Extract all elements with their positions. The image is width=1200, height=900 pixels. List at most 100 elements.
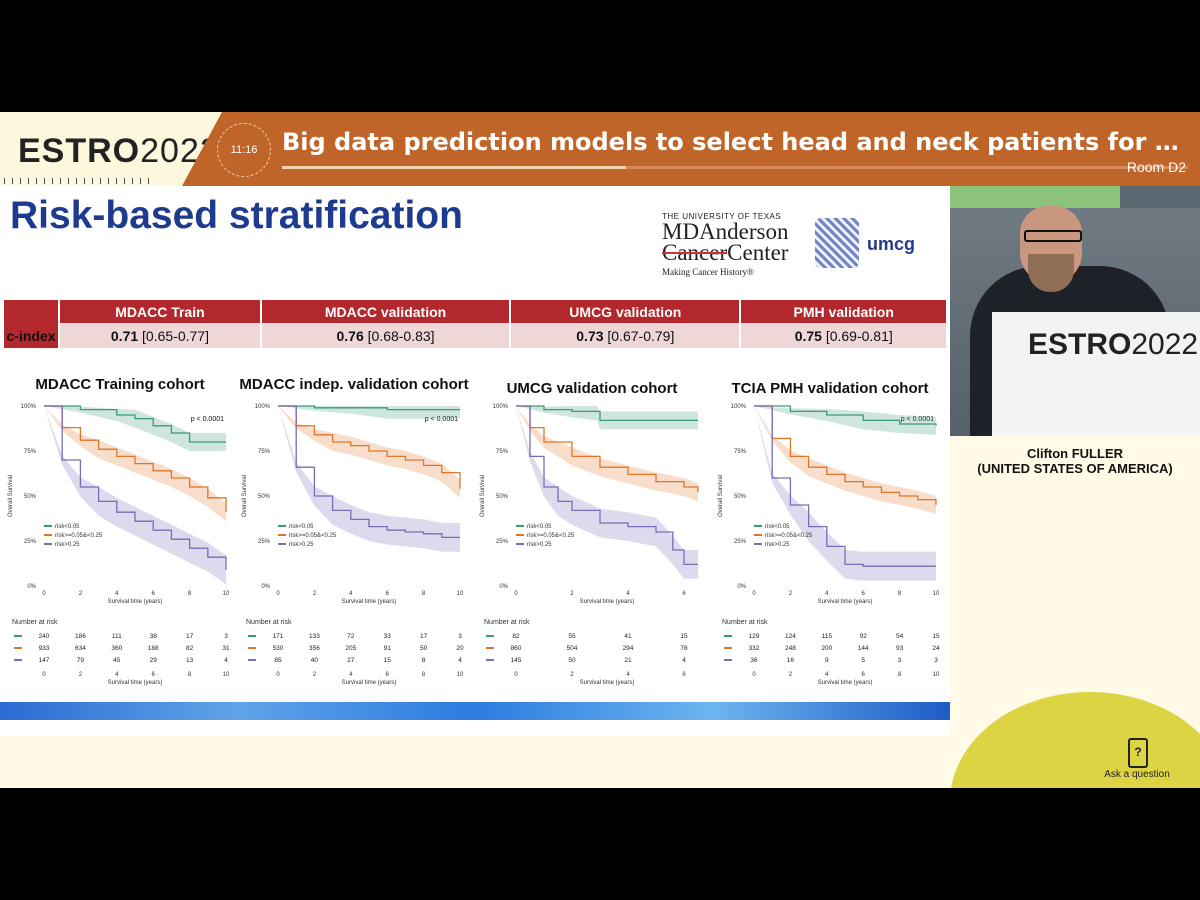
risk-count: 634 <box>75 645 86 652</box>
x-axis-label: Survival time (years) <box>108 599 163 605</box>
risk-count: 24 <box>932 645 940 652</box>
risk-count: 38 <box>150 633 158 640</box>
risk-count: 860 <box>511 645 522 652</box>
risk-x-tick: 2 <box>79 672 83 678</box>
logo-year: 2022 <box>140 132 220 170</box>
survival-curve <box>516 405 698 566</box>
x-tick-label: 2 <box>789 591 793 597</box>
risk-count: 205 <box>345 645 356 652</box>
cindex-value: 0.76 <box>336 327 364 344</box>
y-axis-label: Overall Survival <box>8 475 14 517</box>
legend-label: risk>=0.05&<0.25 <box>765 533 813 539</box>
y-tick-label: 0% <box>737 584 746 590</box>
y-tick-label: 25% <box>734 539 747 545</box>
legend-label: risk>0.25 <box>289 542 314 548</box>
risk-count: 45 <box>113 657 121 664</box>
risk-count: 20 <box>456 645 464 652</box>
x-tick-label: 4 <box>349 591 353 597</box>
cindex-value: 0.73 <box>576 327 604 344</box>
survival-curve <box>754 405 937 426</box>
risk-count: 15 <box>680 633 688 640</box>
speaker-beard <box>1028 254 1074 292</box>
risk-x-tick: 0 <box>42 672 46 678</box>
survival-curve <box>44 405 227 570</box>
risk-count: 17 <box>186 633 194 640</box>
risk-count: 3 <box>934 657 938 664</box>
y-tick-label: 0% <box>261 584 270 590</box>
chart-title: MDACC Training cohort <box>35 376 205 393</box>
col-header: MDACC validation <box>261 300 510 323</box>
risk-x-axis-label: Survival time (years) <box>108 680 163 686</box>
chart-title: TCIA PMH validation cohort <box>731 380 929 397</box>
x-tick-label: 0 <box>514 591 518 597</box>
risk-x-tick: 0 <box>514 672 518 678</box>
y-tick-label: 25% <box>258 539 271 545</box>
slide-footer-band <box>0 702 950 720</box>
y-tick-label: 100% <box>21 404 37 410</box>
risk-count: 40 <box>311 657 319 664</box>
survival-curve <box>278 405 460 411</box>
km-chart-mdacc-train: MDACC Training cohort 0% 25% 50% 75% 100% Ove… <box>4 376 236 696</box>
x-tick-label: 0 <box>752 591 756 597</box>
estro-logo: ESTRO2022 <box>0 112 222 186</box>
risk-count: 15 <box>932 633 940 640</box>
risk-count: 147 <box>39 657 50 664</box>
risk-count: 356 <box>309 645 320 652</box>
phone-question-icon[interactable]: ? <box>1128 738 1148 768</box>
y-tick-label: 50% <box>734 494 747 500</box>
cindex-value: 0.71 <box>110 327 139 344</box>
x-tick-label: 8 <box>188 591 192 597</box>
legend-label: risk>=0.05&<0.25 <box>527 533 575 539</box>
risk-count: 144 <box>858 645 869 652</box>
risk-x-tick: 0 <box>276 672 280 678</box>
p-value: p < 0.0001 <box>191 416 224 423</box>
legend-label: risk>=0.05&<0.25 <box>55 533 103 539</box>
ask-question-label[interactable]: Ask a question <box>1104 769 1170 780</box>
x-axis-label: Survival time (years) <box>818 599 873 605</box>
risk-table-label: Number at risk <box>484 619 530 626</box>
risk-count: 332 <box>749 645 760 652</box>
risk-count: 15 <box>384 657 392 664</box>
col-header: PMH validation <box>741 300 946 323</box>
speaker-video: ESTRO2022 <box>950 186 1200 436</box>
y-tick-label: 25% <box>24 539 37 545</box>
risk-count: 111 <box>112 633 122 640</box>
risk-count: 145 <box>511 657 522 664</box>
podium-logo-prefix: ESTRO <box>1028 328 1132 361</box>
risk-count: 294 <box>623 645 634 652</box>
risk-count: 188 <box>148 645 159 652</box>
ci-band <box>754 406 936 581</box>
risk-count: 124 <box>785 633 796 640</box>
umcg-logo: umcg <box>867 234 916 254</box>
cindex-cell: 0.76 [0.68-0.83] <box>261 323 510 348</box>
risk-x-tick: 8 <box>422 672 426 678</box>
risk-x-tick: 4 <box>626 672 630 678</box>
risk-count: 79 <box>77 657 85 664</box>
legend-label: risk<0.05 <box>765 524 790 530</box>
risk-x-tick: 4 <box>825 672 829 678</box>
risk-x-tick: 8 <box>188 672 192 678</box>
legend-label: risk>0.25 <box>55 542 80 548</box>
risk-x-tick: 6 <box>862 672 866 678</box>
risk-count: 78 <box>680 645 688 652</box>
risk-x-tick: 2 <box>313 672 317 678</box>
risk-x-tick: 4 <box>349 672 353 678</box>
legend-label: risk<0.05 <box>55 524 80 530</box>
legend-label: risk>0.25 <box>765 542 790 548</box>
session-progress <box>282 166 1188 169</box>
km-plot: 0% 25% 50% 75% 100% Overall Survival 0 2 4 6 8 10 Su… <box>8 404 230 686</box>
mdanderson-logo: THE UNIVERSITY OF TEXAS MDAnderson Cance… <box>662 212 789 277</box>
ci-band <box>516 406 698 579</box>
speaker-glasses <box>1024 230 1082 242</box>
survival-curve <box>278 405 461 489</box>
x-tick-label: 0 <box>276 591 280 597</box>
x-tick-label: 6 <box>386 591 390 597</box>
y-tick-label: 100% <box>255 404 271 410</box>
risk-count: 933 <box>39 645 50 652</box>
risk-count: 129 <box>749 633 760 640</box>
x-tick-label: 6 <box>152 591 156 597</box>
slide-title: Risk-based stratification <box>10 194 463 237</box>
session-progress-fill <box>282 166 627 169</box>
y-tick-label: 25% <box>496 539 509 545</box>
risk-count: 82 <box>186 645 194 652</box>
